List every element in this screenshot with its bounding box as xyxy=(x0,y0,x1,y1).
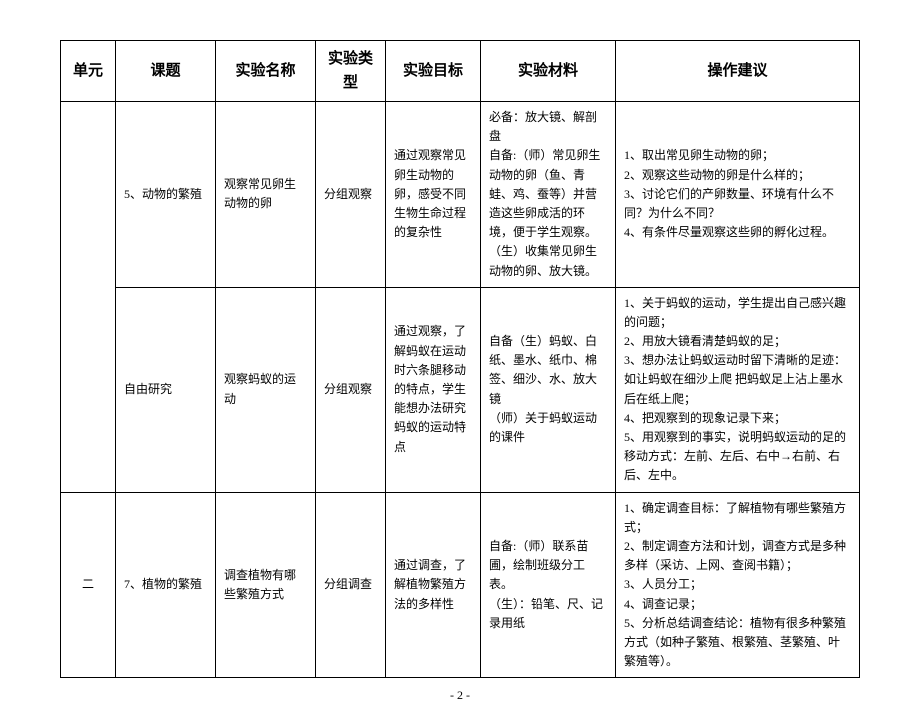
cell-suggestion: 1、取出常见卵生动物的卵；2、观察这些动物的卵是什么样的；3、讨论它们的产卵数量… xyxy=(616,102,860,288)
table-header-row: 单元 课题 实验名称 实验类型 实验目标 实验材料 操作建议 xyxy=(61,41,860,102)
cell-suggestion: 1、确定调查目标：了解植物有哪些繁殖方式；2、制定调查方法和计划，调查方式是多种… xyxy=(616,492,860,678)
cell-experiment-name: 观察蚂蚁的运动 xyxy=(216,287,316,492)
cell-goal: 通过观察常见卵生动物的卵，感受不同生物生命过程的复杂性 xyxy=(386,102,481,288)
cell-materials: 自备:（师）联系苗圃，绘制班级分工表。（生）：铅笔、尺、记录用纸 xyxy=(481,492,616,678)
cell-materials: 自备（生）蚂蚁、白纸、墨水、纸巾、棉签、细沙、水、放大镜（师）关于蚂蚁运动的课件 xyxy=(481,287,616,492)
header-goal: 实验目标 xyxy=(386,41,481,102)
header-topic: 课题 xyxy=(116,41,216,102)
cell-topic: 7、植物的繁殖 xyxy=(116,492,216,678)
header-unit: 单元 xyxy=(61,41,116,102)
cell-materials: 必备：放大镜、解剖盘自备:（师）常见卵生动物的卵（鱼、青蛙、鸡、蚕等）并营造这些… xyxy=(481,102,616,288)
cell-experiment-type: 分组观察 xyxy=(316,102,386,288)
header-experiment-name: 实验名称 xyxy=(216,41,316,102)
cell-topic: 5、动物的繁殖 xyxy=(116,102,216,288)
cell-experiment-name: 观察常见卵生动物的卵 xyxy=(216,102,316,288)
page-number: - 2 - xyxy=(60,688,860,703)
table-row: 自由研究 观察蚂蚁的运动 分组观察 通过观察，了解蚂蚁在运动时六条腿移动的特点，… xyxy=(61,287,860,492)
cell-experiment-type: 分组调查 xyxy=(316,492,386,678)
table-row: 5、动物的繁殖 观察常见卵生动物的卵 分组观察 通过观察常见卵生动物的卵，感受不… xyxy=(61,102,860,288)
header-materials: 实验材料 xyxy=(481,41,616,102)
cell-goal: 通过调查，了解植物繁殖方法的多样性 xyxy=(386,492,481,678)
cell-experiment-name: 调查植物有哪些繁殖方式 xyxy=(216,492,316,678)
table-row: 二 7、植物的繁殖 调查植物有哪些繁殖方式 分组调查 通过调查，了解植物繁殖方法… xyxy=(61,492,860,678)
cell-unit: 二 xyxy=(61,492,116,678)
cell-suggestion: 1、关于蚂蚁的运动，学生提出自己感兴趣的问题；2、用放大镜看清楚蚂蚁的足；3、想… xyxy=(616,287,860,492)
header-suggestion: 操作建议 xyxy=(616,41,860,102)
cell-unit xyxy=(61,102,116,493)
cell-experiment-type: 分组观察 xyxy=(316,287,386,492)
cell-goal: 通过观察，了解蚂蚁在运动时六条腿移动的特点，学生能想办法研究蚂蚁的运动特点 xyxy=(386,287,481,492)
cell-topic: 自由研究 xyxy=(116,287,216,492)
page-container: 单元 课题 实验名称 实验类型 实验目标 实验材料 操作建议 5、动物的繁殖 观… xyxy=(0,0,920,723)
experiments-table: 单元 课题 实验名称 实验类型 实验目标 实验材料 操作建议 5、动物的繁殖 观… xyxy=(60,40,860,678)
header-experiment-type: 实验类型 xyxy=(316,41,386,102)
